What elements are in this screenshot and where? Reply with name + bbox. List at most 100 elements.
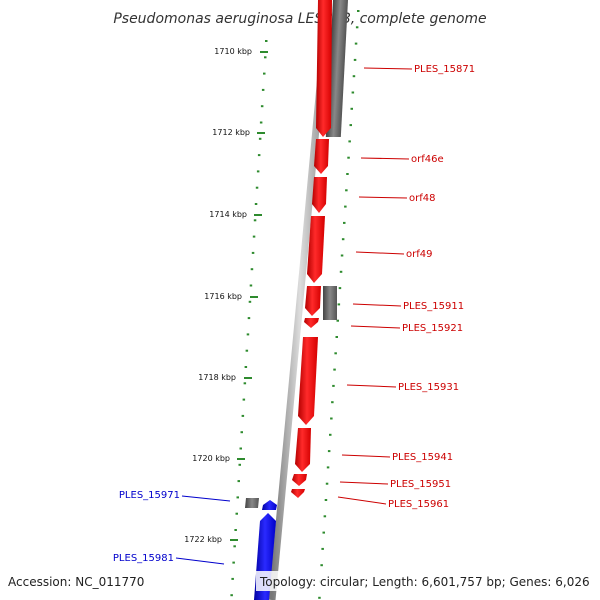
leader-line [355, 251, 405, 255]
label-leader-lines [175, 67, 413, 565]
tick-label: 1722 kbp [184, 535, 222, 544]
gene-arrow-ples-15951 [292, 474, 307, 486]
forward-strand-genes [291, 0, 332, 498]
tick-dot [246, 333, 250, 336]
tick-dot [241, 414, 245, 417]
tick-dot [244, 366, 248, 368]
leader-line [341, 454, 391, 458]
tick-dot [347, 156, 350, 159]
tick-dot [259, 121, 263, 124]
gene-arrow-orf46e [314, 139, 329, 174]
gene-arrow-ples-15911 [305, 286, 321, 316]
leader-line [363, 67, 413, 70]
gene-arrow-ples-15971 [262, 500, 277, 510]
leader-line [346, 384, 397, 388]
tick-dot [256, 170, 260, 173]
tick-dot [350, 107, 353, 110]
tick-labels: 1710 kbp 1712 kbp 1714 kbp 1716 kbp 1718… [184, 47, 252, 544]
gene-label: orf48 [409, 193, 435, 204]
tick-dot [334, 352, 337, 355]
gene-label: PLES_15971 [119, 490, 180, 501]
gene-label: PLES_15981 [113, 553, 174, 564]
leader-line [337, 496, 387, 505]
tick-dot [240, 431, 243, 434]
tick-dot [322, 531, 325, 534]
tick-label: 1710 kbp [214, 47, 252, 56]
tick-dot [237, 480, 240, 483]
tick-dot [340, 254, 344, 257]
tick-dot [243, 382, 247, 385]
tick-dot [323, 515, 327, 518]
tick-dot [355, 26, 359, 29]
tick-dot [254, 203, 258, 205]
genome-summary-text: Topology: circular; Length: 6,601,757 bp… [259, 575, 590, 589]
gene-arrow-orf48 [312, 177, 327, 213]
grey-feature-lower [245, 498, 259, 508]
tick-dot [232, 561, 235, 564]
tick-dot [326, 466, 330, 469]
tick-dot [344, 205, 347, 208]
tick-dot [351, 91, 355, 94]
tick-label: 1712 kbp [212, 128, 250, 137]
gene-arrow-ples-15931 [298, 337, 318, 425]
tick-dot [265, 40, 268, 42]
leader-line [175, 557, 225, 565]
tick-dot [320, 564, 323, 567]
tick-dot [239, 447, 242, 450]
tick-dot [341, 238, 345, 241]
tick-dot [264, 56, 267, 59]
leader-line [339, 481, 389, 485]
leader-line [358, 196, 408, 199]
tick-dot [234, 529, 237, 531]
gene-label: PLES_15921 [402, 323, 463, 334]
tick-marks [230, 51, 268, 541]
tick-dot [250, 268, 254, 271]
tick-dot [321, 547, 324, 550]
tick-dot [263, 72, 266, 75]
gene-arrow-ples-15941 [295, 428, 311, 472]
tick-label: 1720 kbp [192, 454, 230, 463]
gene-arrow-ples-15871 [316, 0, 332, 137]
tick-dot [329, 433, 332, 436]
tick-dot [324, 499, 328, 501]
tick-dot [258, 137, 262, 140]
gene-label: PLES_15961 [388, 499, 449, 510]
outer-tick-ring [230, 40, 268, 597]
tick-dot [245, 349, 249, 352]
tick-dot [331, 401, 334, 404]
tick-dot [335, 336, 338, 338]
tick-dot [242, 398, 246, 401]
footer-summary-background [256, 571, 592, 591]
tick-dot [333, 368, 336, 371]
tick-label: 1716 kbp [204, 292, 242, 301]
tick-dot [252, 235, 256, 238]
tick-dot [357, 10, 360, 12]
tick-dot [332, 384, 335, 387]
tick-dot [251, 251, 255, 254]
tick-dot [318, 596, 321, 599]
tick-dot [354, 42, 358, 45]
tick-dot [345, 189, 348, 192]
leader-line [181, 495, 231, 502]
tick-dot [349, 124, 352, 127]
tick-dot [336, 319, 339, 322]
tick-dot [233, 545, 236, 548]
gene-arrow-ples-15961 [291, 489, 305, 498]
leader-line [352, 303, 402, 307]
tick-dot [253, 219, 257, 222]
gene-arrow-ples-15921 [304, 318, 319, 328]
leader-line [350, 325, 401, 329]
tick-dot [353, 58, 357, 61]
tick-dot [230, 594, 233, 597]
gene-label: PLES_15871 [414, 64, 475, 75]
gene-labels: PLES_15871 orf46e orf48 orf49 PLES_15911… [113, 64, 475, 564]
tick-dot [235, 512, 238, 515]
grey-feature-middle [323, 286, 337, 320]
tick-dot [343, 221, 346, 224]
tick-dot [327, 450, 331, 453]
tick-dot [249, 284, 253, 287]
gene-label: PLES_15911 [403, 301, 464, 312]
tick-dot [231, 577, 234, 580]
tick-dot [348, 140, 351, 143]
tick-dot [247, 317, 251, 320]
